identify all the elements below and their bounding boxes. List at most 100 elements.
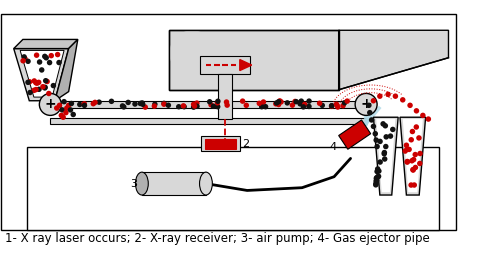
Circle shape [224, 99, 229, 105]
Circle shape [215, 98, 220, 104]
Circle shape [373, 181, 378, 186]
Circle shape [208, 102, 214, 108]
Circle shape [410, 129, 415, 134]
Circle shape [77, 102, 82, 107]
Circle shape [55, 52, 60, 57]
Circle shape [420, 113, 426, 118]
Circle shape [44, 79, 50, 84]
Circle shape [367, 110, 372, 115]
Circle shape [68, 107, 73, 113]
Circle shape [366, 103, 372, 108]
Circle shape [37, 59, 43, 65]
Ellipse shape [200, 172, 212, 195]
Text: 3: 3 [130, 179, 138, 189]
Circle shape [410, 167, 416, 172]
Circle shape [329, 104, 334, 109]
Circle shape [42, 54, 48, 59]
Circle shape [376, 168, 382, 174]
Circle shape [191, 104, 196, 110]
Circle shape [329, 103, 334, 109]
Circle shape [417, 161, 422, 166]
Circle shape [302, 102, 308, 107]
Circle shape [412, 152, 418, 157]
Circle shape [36, 80, 42, 85]
Circle shape [426, 116, 431, 122]
Circle shape [402, 148, 408, 154]
Circle shape [382, 150, 387, 155]
Circle shape [207, 99, 212, 104]
Circle shape [215, 104, 220, 109]
Circle shape [34, 80, 40, 86]
Circle shape [40, 84, 46, 90]
Circle shape [50, 83, 56, 88]
Circle shape [369, 117, 374, 123]
Circle shape [194, 104, 200, 109]
Circle shape [298, 100, 303, 105]
Polygon shape [374, 117, 398, 195]
Circle shape [240, 98, 246, 104]
Circle shape [373, 182, 378, 188]
Circle shape [355, 93, 377, 115]
Circle shape [263, 104, 268, 109]
Text: 2: 2 [242, 139, 250, 149]
Circle shape [46, 91, 52, 96]
Circle shape [386, 92, 391, 97]
Circle shape [138, 101, 143, 106]
Circle shape [410, 167, 416, 173]
Circle shape [374, 169, 380, 174]
Circle shape [224, 102, 230, 108]
Polygon shape [14, 49, 68, 101]
Circle shape [344, 98, 350, 104]
Circle shape [292, 99, 298, 104]
Circle shape [408, 182, 414, 188]
Circle shape [276, 102, 281, 107]
Polygon shape [338, 120, 370, 149]
Circle shape [392, 93, 398, 99]
Circle shape [298, 98, 304, 104]
Circle shape [47, 60, 52, 65]
Circle shape [191, 102, 196, 107]
FancyBboxPatch shape [142, 172, 206, 195]
Ellipse shape [136, 172, 148, 195]
Circle shape [378, 159, 383, 165]
Circle shape [400, 97, 406, 103]
Circle shape [412, 165, 418, 170]
Circle shape [34, 87, 39, 92]
Circle shape [60, 115, 66, 120]
Circle shape [194, 100, 200, 106]
Circle shape [92, 100, 98, 105]
Circle shape [390, 127, 396, 132]
Circle shape [32, 88, 37, 93]
Circle shape [40, 93, 62, 115]
Circle shape [334, 102, 339, 107]
Circle shape [64, 105, 70, 111]
Circle shape [58, 113, 64, 118]
FancyBboxPatch shape [50, 101, 366, 108]
Circle shape [20, 58, 26, 63]
Circle shape [370, 124, 376, 129]
Circle shape [36, 87, 42, 92]
FancyBboxPatch shape [218, 74, 232, 119]
Circle shape [48, 53, 54, 58]
Circle shape [170, 30, 215, 76]
Circle shape [39, 67, 44, 73]
Circle shape [300, 104, 306, 110]
Circle shape [418, 151, 423, 156]
Circle shape [412, 182, 417, 188]
Circle shape [142, 104, 148, 110]
Circle shape [54, 105, 60, 111]
Circle shape [374, 137, 379, 143]
Circle shape [374, 144, 380, 149]
Circle shape [416, 135, 422, 141]
Circle shape [32, 78, 37, 84]
Circle shape [406, 147, 412, 152]
Circle shape [382, 123, 388, 128]
Circle shape [56, 60, 62, 65]
Text: 4: 4 [330, 143, 337, 152]
Circle shape [176, 104, 182, 110]
Circle shape [34, 52, 40, 58]
Circle shape [377, 93, 382, 99]
Circle shape [375, 174, 380, 179]
Polygon shape [402, 119, 423, 192]
Polygon shape [338, 30, 448, 90]
